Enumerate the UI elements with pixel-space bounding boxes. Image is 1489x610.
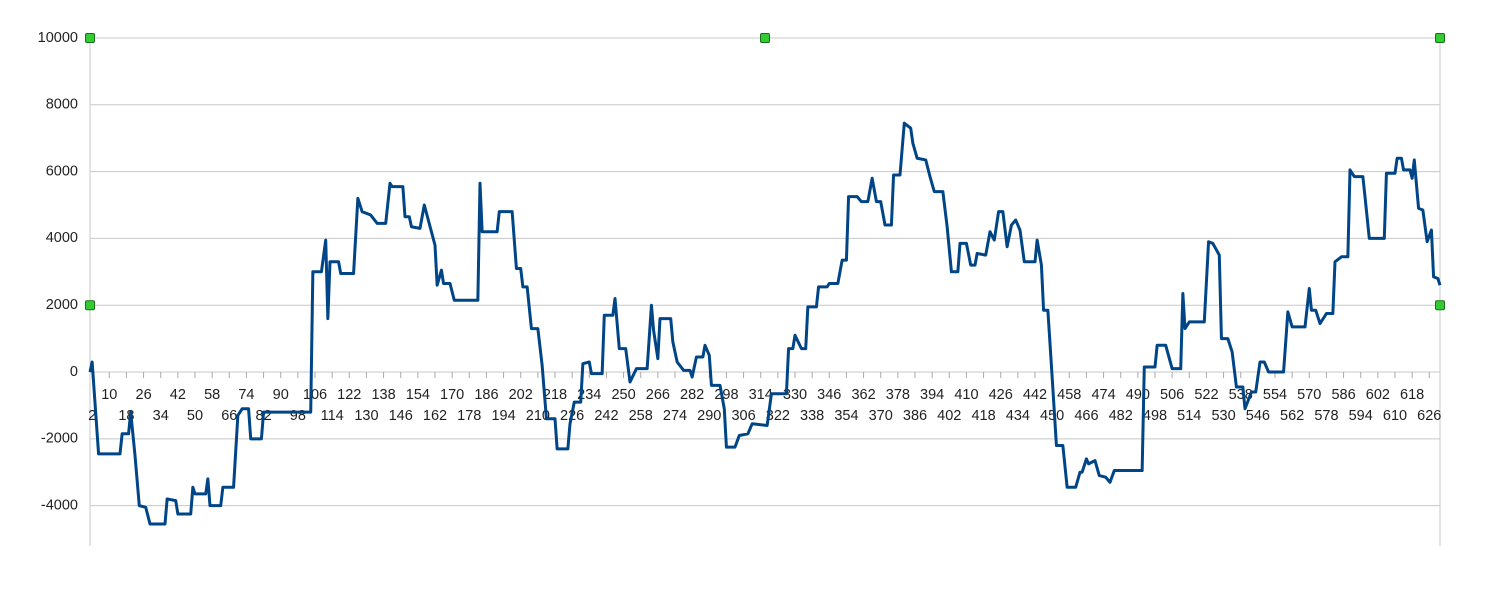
x-tick-label: 618	[1400, 387, 1424, 403]
y-tick-label: 4000	[46, 230, 78, 246]
x-tick-label: 154	[406, 387, 430, 403]
x-tick-label: 442	[1023, 387, 1047, 403]
x-tick-label: 162	[423, 408, 447, 424]
x-tick-label: 346	[817, 387, 841, 403]
x-tick-label: 610	[1383, 408, 1407, 424]
selection-handle	[85, 33, 95, 43]
x-tick-label: 554	[1263, 387, 1287, 403]
x-tick-label: 546	[1246, 408, 1270, 424]
x-tick-label: 10	[101, 387, 117, 403]
x-tick-label: 594	[1349, 408, 1373, 424]
x-tick-label: 42	[170, 387, 186, 403]
x-tick-label: 530	[1211, 408, 1235, 424]
x-tick-label: 522	[1194, 387, 1218, 403]
x-tick-label: 178	[457, 408, 481, 424]
x-tick-label: 338	[800, 408, 824, 424]
x-tick-label: 418	[971, 408, 995, 424]
x-tick-label: 114	[321, 408, 344, 424]
x-tick-label: 298	[714, 387, 738, 403]
x-tick-label: 402	[937, 408, 961, 424]
x-tick-label: 194	[491, 408, 515, 424]
x-tick-label: 538	[1229, 387, 1253, 403]
x-tick-label: 314	[749, 387, 773, 403]
x-tick-label: 514	[1177, 408, 1201, 424]
x-tick-label: 370	[869, 408, 893, 424]
x-tick-label: 490	[1126, 387, 1150, 403]
x-tick-label: 378	[886, 387, 910, 403]
x-tick-label: 26	[136, 387, 152, 403]
x-tick-label: 482	[1109, 408, 1133, 424]
x-tick-label: 434	[1006, 408, 1030, 424]
x-tick-label: 122	[337, 387, 361, 403]
x-tick-label: 58	[204, 387, 220, 403]
x-tick-label: 98	[290, 408, 306, 424]
x-tick-label: 186	[474, 387, 498, 403]
x-tick-label: 290	[697, 408, 721, 424]
x-tick-label: 586	[1331, 387, 1355, 403]
x-tick-label: 626	[1417, 408, 1441, 424]
x-tick-label: 306	[731, 408, 755, 424]
x-tick-label: 106	[303, 387, 327, 403]
x-tick-label: 362	[851, 387, 875, 403]
selection-handle	[1435, 300, 1445, 311]
x-tick-label: 242	[594, 408, 618, 424]
x-tick-label: 498	[1143, 408, 1167, 424]
x-tick-label: 266	[646, 387, 670, 403]
x-tick-label: 34	[153, 408, 169, 424]
x-tick-label: 410	[954, 387, 978, 403]
x-tick-label: 138	[371, 387, 395, 403]
x-tick-label: 210	[526, 408, 550, 424]
x-tick-label: 386	[903, 408, 927, 424]
x-tick-label: 74	[238, 387, 254, 403]
y-tick-label: 2000	[46, 297, 78, 313]
x-tick-label: 170	[440, 387, 464, 403]
x-tick-label: 330	[783, 387, 807, 403]
x-tick-label: 394	[920, 387, 944, 403]
y-tick-label: 6000	[46, 163, 78, 179]
x-tick-label: 202	[509, 387, 533, 403]
x-tick-label: 578	[1314, 408, 1338, 424]
data-line	[88, 121, 1442, 526]
x-tick-label: 322	[766, 408, 790, 424]
x-tick-label: 474	[1091, 387, 1115, 403]
y-tick-label: 0	[70, 364, 78, 380]
selection-handle	[760, 33, 770, 43]
x-tick-label: 2	[88, 408, 96, 424]
x-tick-label: 602	[1366, 387, 1390, 403]
x-tick-label: 458	[1057, 387, 1081, 403]
x-tick-label: 562	[1280, 408, 1304, 424]
x-tick-label: 450	[1040, 408, 1064, 424]
x-tick-label: 282	[680, 387, 704, 403]
selection-handle	[85, 300, 95, 311]
y-tick-label: -4000	[41, 497, 78, 513]
x-tick-label: 354	[834, 408, 858, 424]
x-tick-label: 90	[273, 387, 289, 403]
x-tick-label: 66	[221, 408, 237, 424]
x-tick-label: 50	[187, 408, 203, 424]
y-tick-label: 10000	[38, 30, 78, 46]
x-tick-label: 130	[354, 408, 378, 424]
x-tick-label: 506	[1160, 387, 1184, 403]
x-tick-label: 466	[1074, 408, 1098, 424]
x-tick-label: 426	[989, 387, 1013, 403]
x-tick-label: 234	[577, 387, 601, 403]
y-tick-label: -2000	[41, 431, 78, 447]
x-tick-label: 570	[1297, 387, 1321, 403]
x-tick-label: 250	[611, 387, 635, 403]
y-tick-label: 8000	[46, 97, 78, 113]
selection-handle	[1435, 33, 1445, 43]
x-tick-label: 274	[663, 408, 687, 424]
x-tick-label: 218	[543, 387, 567, 403]
x-tick-label: 146	[389, 408, 413, 424]
x-tick-label: 258	[629, 408, 653, 424]
